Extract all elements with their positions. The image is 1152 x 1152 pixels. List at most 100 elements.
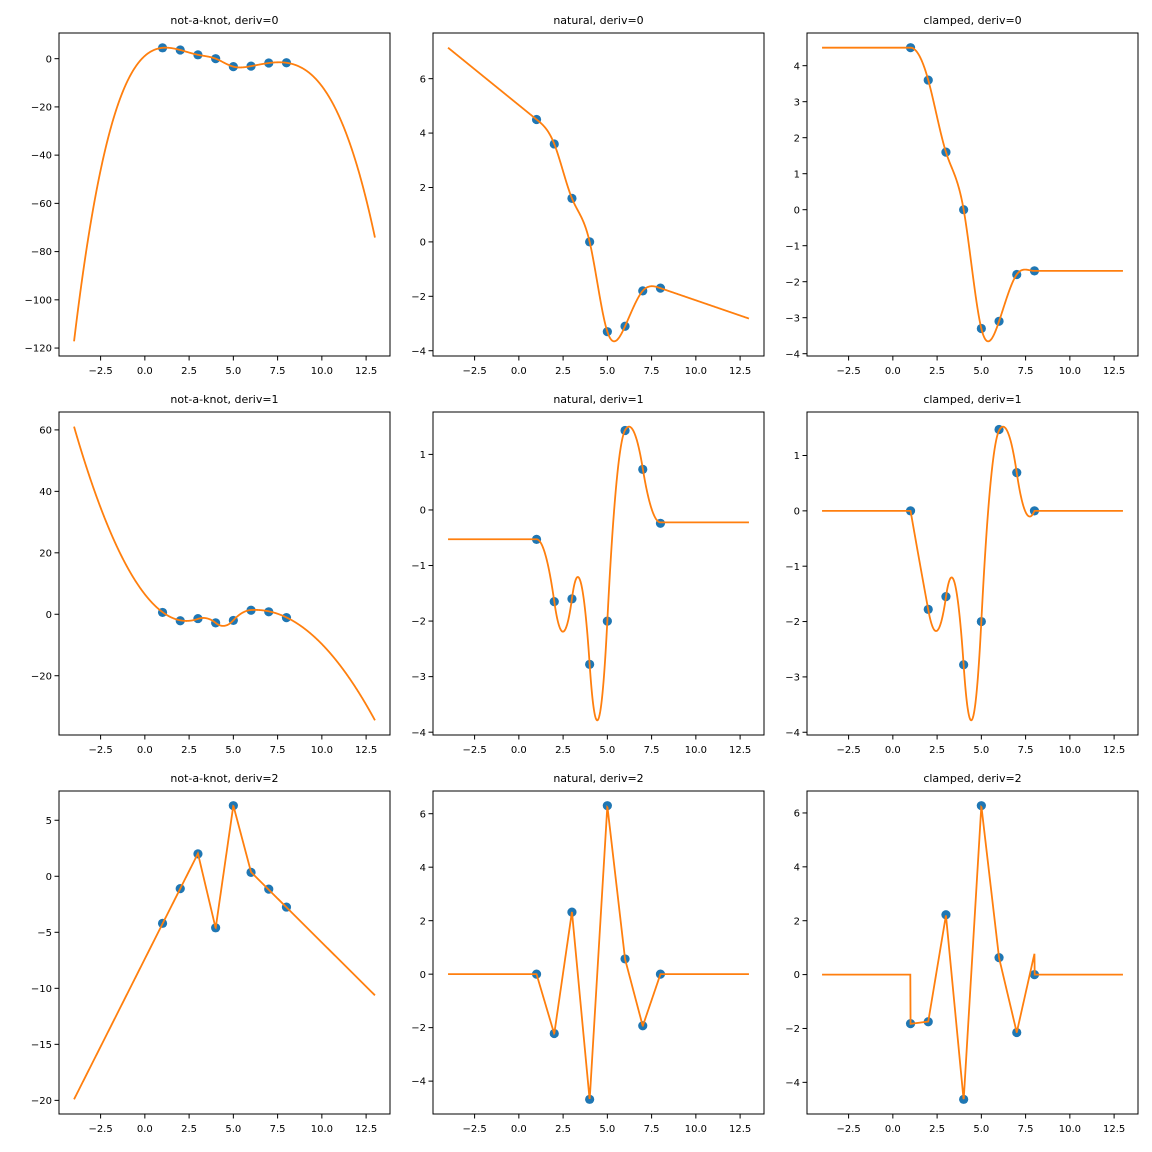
data-point <box>959 1094 969 1104</box>
y-tick-label: −5 <box>37 928 52 939</box>
x-tick-label: −2.5 <box>88 366 112 377</box>
axes-frame <box>58 790 391 1115</box>
subplot-title: not-a-knot, deriv=0 <box>170 14 278 27</box>
y-tick-label: −100 <box>25 295 52 306</box>
spline-curve <box>73 426 376 721</box>
y-tick-label: 4 <box>420 129 426 140</box>
spline-curve <box>822 46 1123 343</box>
y-tick-label: −2 <box>411 1023 426 1034</box>
x-tick-label: 10.0 <box>311 366 333 377</box>
y-tick-label: 1 <box>420 450 426 461</box>
y-tick-label: 60 <box>39 426 52 437</box>
x-tick-label: 12.5 <box>729 745 751 756</box>
y-tick-label: −4 <box>785 728 800 739</box>
x-tick-label: 2.5 <box>929 366 945 377</box>
x-tick-label: 5.0 <box>599 1124 615 1135</box>
x-tick-label: 5.0 <box>973 745 989 756</box>
axes-frame <box>432 790 765 1115</box>
y-tick-label: 0 <box>46 610 52 621</box>
spline-curve <box>822 425 1123 722</box>
y-tick-label: −40 <box>31 151 52 162</box>
x-tick-label: 5.0 <box>599 745 615 756</box>
data-point <box>602 801 612 811</box>
x-tick-label: 10.0 <box>311 1124 333 1135</box>
spline-curve <box>447 46 750 343</box>
x-tick-label: 2.5 <box>929 1124 945 1135</box>
y-tick-label: −4 <box>411 1077 426 1088</box>
y-tick-label: −4 <box>785 349 800 360</box>
x-tick-label: 12.5 <box>355 1124 377 1135</box>
subplot-title: not-a-knot, deriv=1 <box>170 393 278 406</box>
x-tick-label: −2.5 <box>836 366 860 377</box>
subplot-natural-deriv1: natural, deriv=1 −2.5 0.0 2.5 5.0 7.5 10.0 12.5… <box>411 393 765 756</box>
y-tick-label: −1 <box>411 561 426 572</box>
x-tick-label: 5.0 <box>973 366 989 377</box>
x-tick-label: 2.5 <box>181 366 197 377</box>
y-tick-label: −1 <box>785 562 800 573</box>
y-tick-label: −20 <box>31 671 52 682</box>
y-tick-label: −15 <box>31 1040 52 1051</box>
y-tick-label: −2 <box>785 277 800 288</box>
subplot-title: clamped, deriv=0 <box>923 14 1021 27</box>
x-tick-label: −2.5 <box>462 366 486 377</box>
y-tick-label: −2 <box>785 617 800 628</box>
spline-curve <box>448 425 749 722</box>
y-tick-label: 6 <box>794 809 800 820</box>
subplot-natural-deriv0: natural, deriv=0 −2.5 0.0 2.5 5.0 7.5 10.0 12.5… <box>411 14 765 377</box>
y-tick-label: 0 <box>794 205 800 216</box>
x-tick-label: 7.5 <box>644 745 660 756</box>
x-tick-label: 10.0 <box>311 745 333 756</box>
subplot-clamped-deriv1: clamped, deriv=1 −2.5 0.0 2.5 5.0 7.5 10.0 12.5… <box>785 393 1139 756</box>
axes-frame <box>58 32 391 357</box>
y-tick-label: 0 <box>794 970 800 981</box>
y-tick-label: 20 <box>39 548 52 559</box>
axes-frame <box>806 411 1139 736</box>
y-tick-label: 2 <box>420 916 426 927</box>
x-tick-label: 0.0 <box>511 366 527 377</box>
x-tick-label: −2.5 <box>836 745 860 756</box>
y-tick-label: 3 <box>794 97 800 108</box>
subplot-clamped-deriv0: clamped, deriv=0 −2.5 0.0 2.5 5.0 7.5 10.0 12.5… <box>785 14 1139 377</box>
y-tick-label: 0 <box>794 506 800 517</box>
x-tick-label: 12.5 <box>355 366 377 377</box>
x-tick-label: 2.5 <box>555 1124 571 1135</box>
axes-frame <box>806 32 1139 357</box>
y-tick-label: 4 <box>420 863 426 874</box>
y-tick-label: 0 <box>420 970 426 981</box>
x-tick-label: 2.5 <box>555 745 571 756</box>
x-tick-label: 7.5 <box>1018 1124 1034 1135</box>
x-tick-label: 12.5 <box>1103 1124 1125 1135</box>
y-tick-label: 0 <box>420 506 426 517</box>
x-tick-label: 10.0 <box>685 1124 707 1135</box>
x-tick-label: 5.0 <box>225 366 241 377</box>
y-tick-label: 0 <box>420 237 426 248</box>
x-tick-label: 7.5 <box>1018 366 1034 377</box>
subplot-not-a-knot-deriv1: not-a-knot, deriv=1 −2.5 0.0 2.5 5.0 7.5 10.0 1… <box>31 393 391 756</box>
subplot-not-a-knot-deriv2: not-a-knot, deriv=2 −2.5 0.0 2.5 5.0 7.5 10.0 1… <box>31 772 391 1135</box>
x-tick-label: 5.0 <box>599 366 615 377</box>
x-tick-label: 2.5 <box>555 366 571 377</box>
y-tick-label: 1 <box>794 451 800 462</box>
spline-curve <box>73 804 376 1100</box>
x-tick-label: 7.5 <box>1018 745 1034 756</box>
x-tick-label: 12.5 <box>1103 745 1125 756</box>
x-tick-label: 12.5 <box>355 745 377 756</box>
y-tick-label: −80 <box>31 247 52 258</box>
x-tick-label: 2.5 <box>181 745 197 756</box>
y-tick-label: 2 <box>794 916 800 927</box>
y-tick-label: −4 <box>411 728 426 739</box>
y-tick-label: −2 <box>785 1024 800 1035</box>
x-tick-label: 7.5 <box>270 745 286 756</box>
subplot-title: natural, deriv=0 <box>553 14 643 27</box>
x-tick-label: 7.5 <box>644 366 660 377</box>
x-tick-label: −2.5 <box>88 745 112 756</box>
x-tick-label: 10.0 <box>1059 366 1081 377</box>
y-tick-label: 6 <box>420 74 426 85</box>
axes-frame <box>806 790 1139 1115</box>
x-tick-label: −2.5 <box>836 1124 860 1135</box>
subplot-title: natural, deriv=2 <box>553 772 643 785</box>
x-tick-label: 10.0 <box>1059 745 1081 756</box>
y-tick-label: −4 <box>785 1078 800 1089</box>
y-tick-label: −3 <box>411 672 426 683</box>
y-tick-label: −2 <box>411 292 426 303</box>
